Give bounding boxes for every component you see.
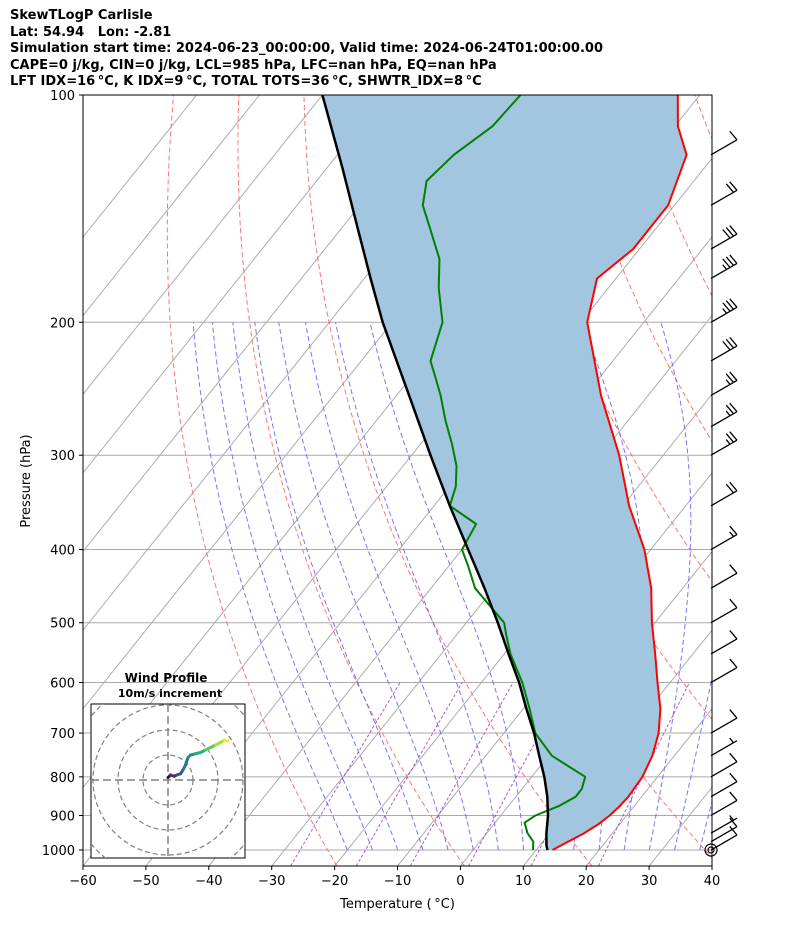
y-axis-label: Pressure (hPa)	[19, 434, 34, 527]
mixing-ratio-line	[530, 682, 627, 866]
hodograph-subtitle: 10m/s increment	[118, 687, 222, 700]
temperature-line	[552, 95, 688, 851]
moist-adiabat	[254, 322, 424, 851]
dry-adiabat	[166, 95, 338, 866]
wind-barb	[710, 130, 738, 156]
wind-barb	[710, 431, 738, 456]
hodograph-title: Wind Profile	[125, 671, 208, 685]
moist-adiabat	[232, 322, 399, 851]
moist-adiabat	[305, 322, 474, 851]
location-line: Lat: 54.94 Lon: -2.81	[10, 24, 172, 40]
calm-wind-marker	[704, 843, 718, 857]
wind-barb	[710, 402, 738, 428]
y-tick-label: 100	[50, 89, 75, 104]
dry-adiabat	[237, 95, 465, 866]
wind-barb	[710, 791, 738, 817]
hodograph-segment	[222, 738, 230, 743]
wind-barb	[710, 752, 738, 778]
time-line: Simulation start time: 2024-06-23_00:00:…	[10, 41, 603, 56]
moist-adiabat	[335, 322, 499, 851]
dry-adiabat	[564, 95, 712, 443]
dry-adiabat	[498, 95, 712, 583]
wind-barb	[710, 525, 738, 551]
y-tick-label: 800	[50, 771, 75, 786]
isotherm-line	[648, 786, 712, 866]
mixing-ratio-line	[468, 682, 569, 866]
wind-barb	[710, 298, 738, 323]
isotherm-line	[397, 472, 712, 866]
x-tick-label: 0	[456, 874, 464, 889]
wind-barb	[710, 772, 738, 798]
mixing-ratio-line	[290, 682, 401, 866]
axes: −60 −50 −40 −30 −20 −10 0 10 20 30 40 1000 900 800 700…	[42, 89, 720, 889]
x-tick-label: −20	[321, 874, 348, 889]
dewpoint-line	[421, 95, 587, 851]
hodograph-inset: Wind Profile 10m/s increment	[90, 671, 246, 859]
params-line: CAPE=0 j/kg, CIN=0 j/kg, LCL=985 hPa, LF…	[10, 57, 497, 73]
isotherm-line	[83, 95, 386, 474]
chart-header: SkewTLogP Carlisle Lat: 54.94 Lon: -2.81…	[10, 8, 603, 91]
moist-adiabat	[278, 322, 449, 851]
x-tick-label: 30	[641, 874, 658, 889]
y-tick-label: 700	[50, 727, 75, 742]
moist-adiabat	[725, 322, 794, 850]
y-tick-label: 200	[50, 316, 75, 331]
moist-adiabat	[369, 322, 524, 851]
wind-barbs	[704, 130, 738, 857]
wind-barb	[710, 630, 738, 655]
cape-cin-area	[322, 95, 687, 850]
chart-title: SkewTLogP Carlisle	[10, 8, 153, 23]
indices-line: LFT IDX=16 °C, K IDX=9 °C, TOTAL TOTS=36…	[10, 74, 482, 89]
wind-barb	[710, 826, 738, 851]
wind-barb	[710, 737, 738, 757]
y-tick-label: 500	[50, 617, 75, 632]
x-tick-label: −60	[69, 874, 96, 889]
isotherm-line	[83, 95, 260, 317]
isotherm-line	[83, 95, 323, 396]
dry-adiabat	[760, 95, 794, 866]
isotherm-line	[585, 707, 712, 866]
y-tick-label: 600	[50, 677, 75, 692]
x-tick-label: −40	[195, 874, 222, 889]
x-tick-label: 40	[704, 874, 721, 889]
x-tick-label: −50	[132, 874, 159, 889]
y-tick-label: 1000	[42, 844, 75, 859]
moist-adiabat	[674, 674, 712, 851]
wind-barb	[710, 709, 738, 734]
x-axis-label: Temperature ( °C)	[339, 897, 455, 912]
wind-barb	[710, 564, 738, 589]
x-tick-label: 10	[515, 874, 532, 889]
parcel-path-line	[321, 95, 550, 851]
wind-barb	[710, 815, 738, 834]
wind-barb	[710, 598, 738, 624]
isotherm-line	[83, 95, 197, 238]
plot-area	[83, 95, 794, 866]
y-tick-label: 900	[50, 809, 75, 824]
x-tick-label: 20	[578, 874, 595, 889]
isotherm-line	[334, 393, 712, 866]
y-tick-label: 300	[50, 449, 75, 464]
dry-adiabat	[694, 95, 712, 141]
wind-barb	[710, 254, 738, 280]
x-tick-label: −30	[258, 874, 285, 889]
mixing-ratio-line	[597, 682, 690, 866]
mixing-ratio-line	[409, 682, 514, 866]
wind-barb	[710, 371, 738, 397]
mixing-ratio-line	[355, 682, 463, 866]
y-tick-label: 400	[50, 544, 75, 559]
moist-adiabat	[192, 322, 348, 851]
wind-barb	[710, 481, 738, 507]
wind-barb	[710, 658, 738, 684]
moist-adiabat	[211, 322, 374, 851]
x-tick-label: −10	[384, 874, 411, 889]
isotherm-line	[711, 865, 712, 866]
wind-barb	[710, 336, 738, 362]
wind-barb	[710, 181, 738, 206]
moist-adiabat	[648, 322, 692, 851]
isotherm-line	[83, 95, 449, 553]
wind-barb	[710, 817, 738, 843]
wind-barb	[710, 225, 738, 250]
